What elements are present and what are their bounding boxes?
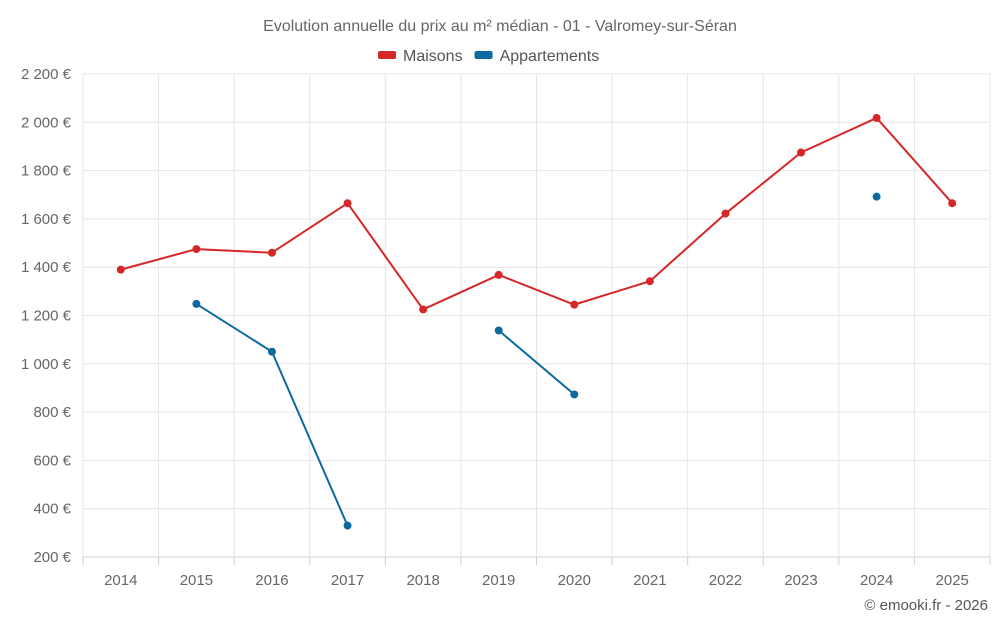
data-point[interactable]: [116, 265, 125, 274]
legend: Maisons Appartements: [378, 48, 599, 65]
x-tick-label: 2018: [406, 572, 439, 589]
series-maisons: [116, 113, 957, 314]
data-point[interactable]: [192, 245, 201, 254]
y-tick-label: 600 €: [33, 452, 71, 469]
y-tick-label: 400 €: [33, 501, 71, 518]
x-axis: 2014 2015 2016 2017 2018 2019 2020 2021 2022 2023…: [82, 557, 991, 589]
series-line: [498, 329, 575, 396]
x-tick-label: 2021: [633, 572, 666, 589]
data-point[interactable]: [343, 521, 352, 530]
y-tick-label: 800 €: [33, 404, 71, 421]
x-tick-label: 2022: [709, 572, 742, 589]
data-point[interactable]: [570, 300, 579, 309]
x-tick-label: 2016: [255, 572, 288, 589]
series-line: [195, 303, 349, 527]
data-point[interactable]: [192, 299, 201, 308]
x-tick-label: 2017: [331, 572, 364, 589]
data-point[interactable]: [872, 113, 881, 122]
series-line: [120, 116, 953, 311]
y-tick-label: 1 800 €: [21, 163, 72, 180]
legend-label[interactable]: Appartements: [500, 48, 600, 65]
x-tick-label: 2019: [482, 572, 515, 589]
y-tick-label: 200 €: [33, 549, 71, 566]
legend-swatch: [378, 51, 396, 59]
data-point[interactable]: [721, 209, 730, 218]
credit-text: © emooki.fr - 2026: [864, 597, 988, 614]
y-tick-label: 1 400 €: [21, 259, 72, 276]
data-point[interactable]: [267, 248, 276, 257]
y-tick-label: 2 200 €: [21, 66, 72, 83]
chart-title: Evolution annuelle du prix au m² médian …: [263, 18, 737, 35]
data-point[interactable]: [419, 305, 428, 314]
data-point[interactable]: [948, 199, 957, 208]
x-tick-label: 2024: [860, 572, 893, 589]
data-point[interactable]: [494, 326, 503, 335]
y-tick-label: 1 600 €: [21, 211, 72, 228]
data-point[interactable]: [343, 199, 352, 208]
x-tick-label: 2023: [784, 572, 817, 589]
x-tick-label: 2015: [180, 572, 213, 589]
y-tick-label: 1 000 €: [21, 356, 72, 373]
legend-label[interactable]: Maisons: [403, 48, 463, 65]
grid: [82, 73, 991, 558]
data-point[interactable]: [267, 347, 276, 356]
x-tick-label: 2014: [104, 572, 137, 589]
data-point[interactable]: [645, 277, 654, 286]
data-point[interactable]: [872, 192, 881, 201]
series-layer: [116, 113, 957, 530]
data-point[interactable]: [570, 390, 579, 399]
y-axis: 200 € 400 € 600 € 800 € 1 000 € 1 200 € 1 400 …: [21, 66, 72, 566]
y-tick-label: 2 000 €: [21, 114, 72, 131]
legend-swatch: [474, 51, 493, 59]
data-point[interactable]: [494, 270, 503, 279]
data-point[interactable]: [797, 148, 806, 157]
series-appartements: [192, 192, 881, 530]
x-tick-label: 2020: [558, 572, 591, 589]
y-tick-label: 1 200 €: [21, 308, 72, 325]
x-tick-label: 2025: [936, 572, 969, 589]
